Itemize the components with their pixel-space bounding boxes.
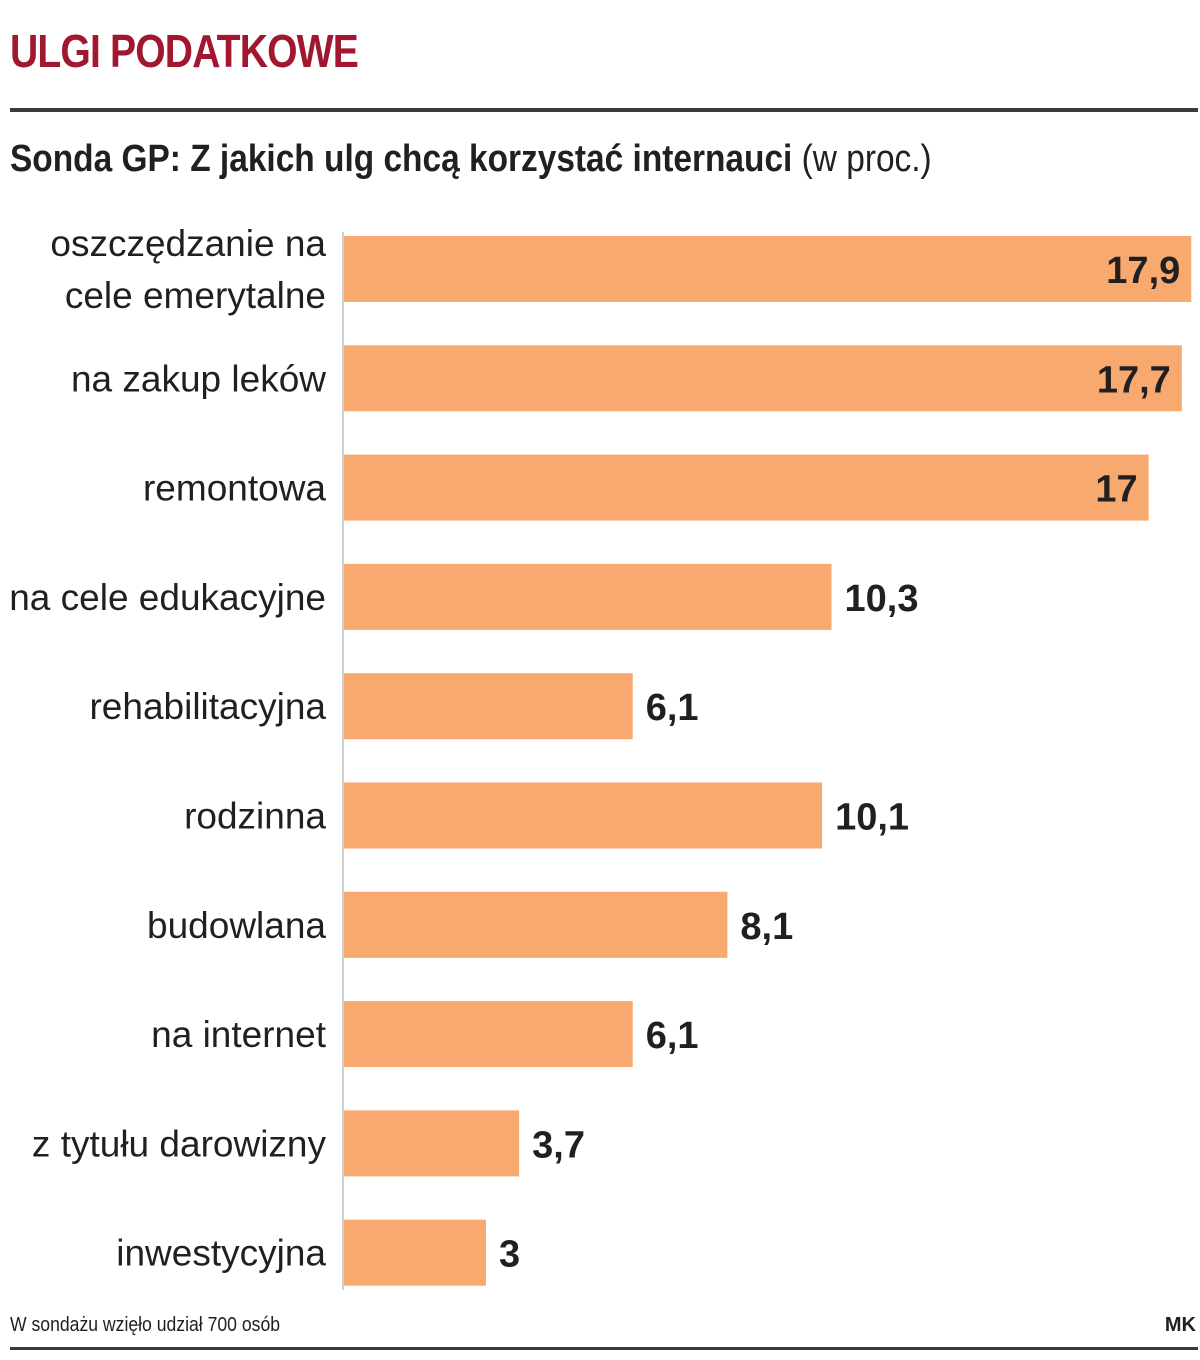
bar xyxy=(344,454,1149,521)
chart-subtitle: Sonda GP: Z jakich ulg chcą korzystać in… xyxy=(10,138,932,181)
value-label: 6,1 xyxy=(646,1015,699,1057)
category-label: remontowa xyxy=(143,468,326,509)
category-label: z tytułu darowizny xyxy=(32,1123,327,1164)
category-label: cele emerytalne xyxy=(65,275,326,316)
subtitle-main: Sonda GP: Z jakich ulg chcą korzystać in… xyxy=(10,138,793,180)
value-label: 17,7 xyxy=(1097,359,1171,401)
footnote: W sondażu wzięło udział 700 osób xyxy=(10,1314,281,1336)
category-label: oszczędzanie na xyxy=(50,223,326,264)
subtitle-unit: (w proc.) xyxy=(801,138,932,180)
category-label: budowlana xyxy=(147,905,326,946)
category-label: na zakup leków xyxy=(71,358,326,399)
author-credit: MK xyxy=(1164,1314,1196,1336)
value-label: 17 xyxy=(1095,469,1137,511)
category-label: na internet xyxy=(151,1014,327,1055)
bar xyxy=(344,891,728,958)
bar xyxy=(344,1110,520,1177)
value-label: 3 xyxy=(499,1234,520,1276)
bar xyxy=(344,345,1182,412)
bar xyxy=(344,673,633,740)
value-label: 6,1 xyxy=(646,687,699,729)
bar xyxy=(344,236,1192,302)
bottom-rule xyxy=(10,1347,1198,1350)
bar xyxy=(344,563,832,630)
bar xyxy=(344,1219,486,1286)
category-label: rehabilitacyjna xyxy=(89,686,326,727)
category-label: inwestycyjna xyxy=(116,1233,326,1274)
chart-headline: ULGI PODATKOWE xyxy=(10,25,359,77)
category-label: na cele edukacyjne xyxy=(9,577,326,618)
value-label: 8,1 xyxy=(740,906,793,948)
top-rule xyxy=(10,108,1198,112)
bar xyxy=(344,1001,633,1068)
bar xyxy=(344,782,823,849)
category-label: rodzinna xyxy=(184,796,326,837)
value-label: 17,9 xyxy=(1106,250,1180,292)
value-label: 10,3 xyxy=(845,578,919,620)
value-label: 3,7 xyxy=(532,1124,585,1166)
value-label: 10,1 xyxy=(835,797,909,839)
